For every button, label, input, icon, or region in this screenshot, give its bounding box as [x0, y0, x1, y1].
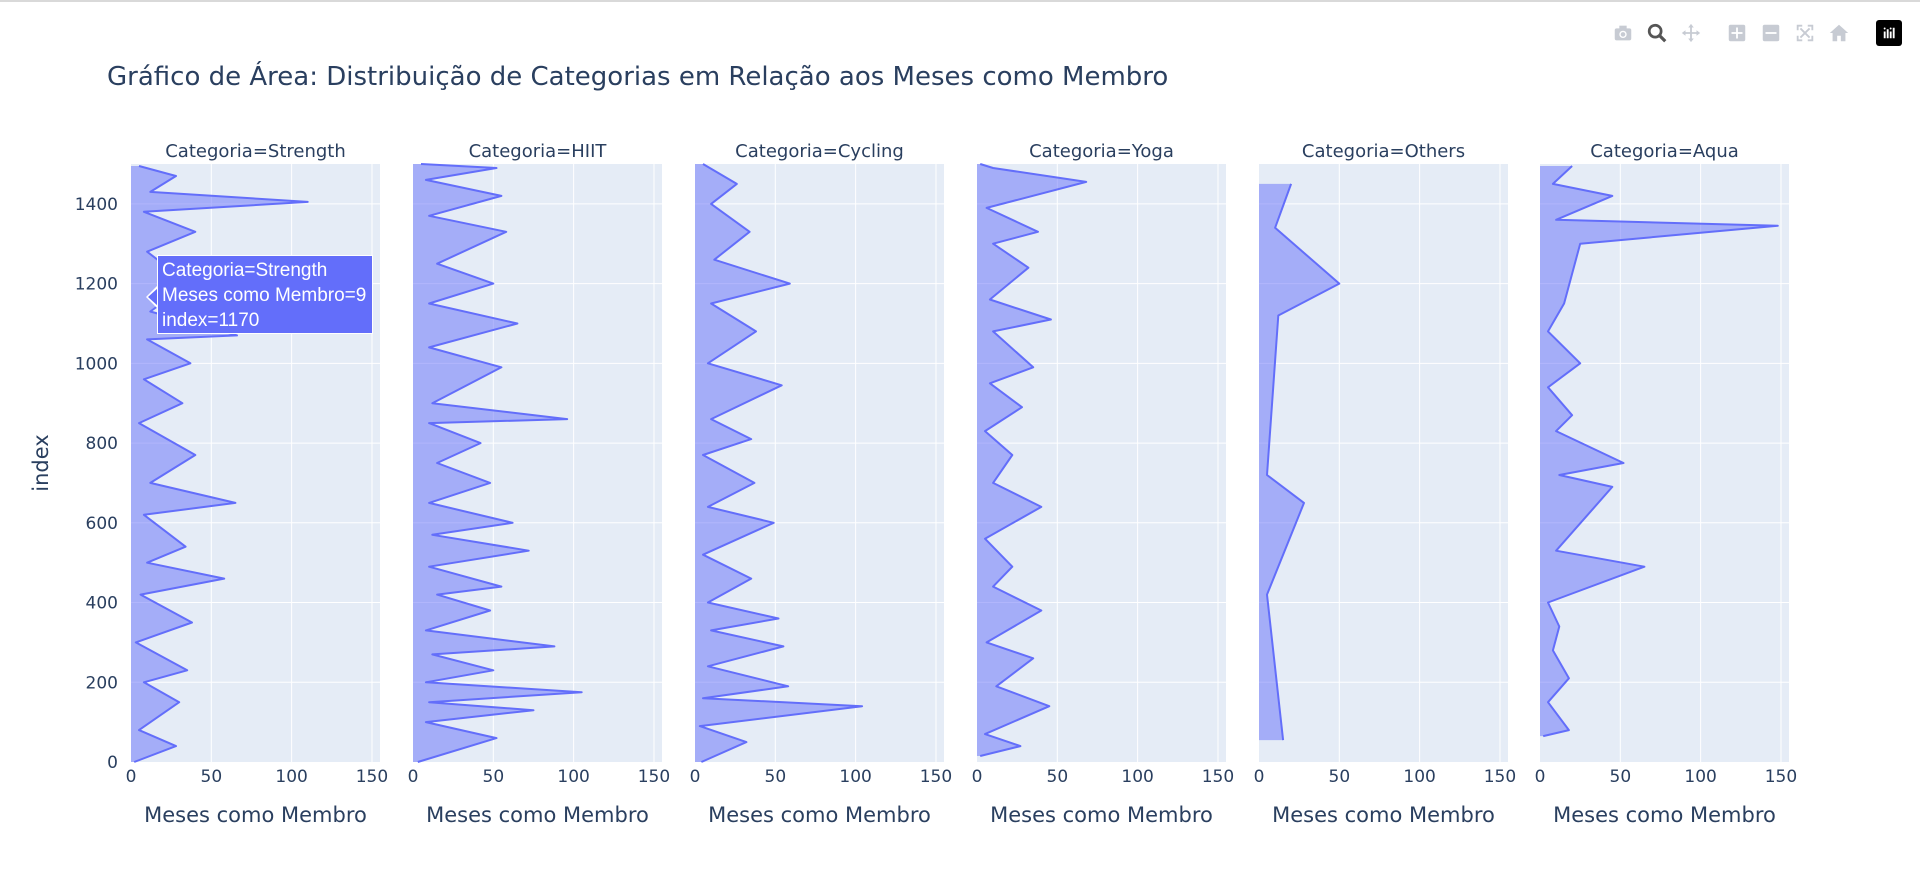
panel-title: Categoria=HIIT [469, 141, 608, 162]
x-tick-label: 50 [765, 767, 787, 787]
y-tick-label: 0 [107, 753, 118, 773]
camera-icon[interactable] [1608, 18, 1638, 48]
panel-title: Categoria=Cycling [735, 141, 904, 162]
x-tick-label: 0 [126, 767, 137, 787]
x-tick-label: 100 [1684, 767, 1716, 787]
area-line [1266, 183, 1341, 741]
chart-title: Gráfico de Área: Distribuição de Categor… [107, 62, 1169, 92]
x-tick-label: 0 [690, 767, 701, 787]
y-tick-label: 1200 [75, 275, 118, 295]
y-tick-label: 400 [86, 594, 118, 614]
x-tick-label: 150 [1202, 767, 1234, 787]
area-line [133, 165, 309, 763]
hover-tooltip: Categoria=Strength Meses como Membro=9 i… [157, 255, 373, 334]
y-tick-label: 1400 [75, 195, 118, 215]
zoom-out-icon[interactable] [1756, 18, 1786, 48]
area-fill [695, 164, 863, 762]
x-tick-label: 100 [1403, 767, 1435, 787]
x-tick-label: 150 [1484, 767, 1516, 787]
home-icon[interactable] [1824, 18, 1854, 48]
tooltip-arrow-fill [148, 288, 158, 306]
tooltip-line-index: index=1170 [162, 310, 260, 331]
x-tick-label: 100 [275, 767, 307, 787]
area-line [417, 163, 583, 763]
x-tick-label: 0 [1254, 767, 1265, 787]
pan-icon[interactable] [1676, 18, 1706, 48]
zoom-icon[interactable] [1642, 18, 1672, 48]
x-axis-title: Meses como Membro [708, 803, 931, 827]
y-tick-label: 800 [86, 434, 118, 454]
area-fill [1259, 183, 1340, 741]
x-tick-label: 100 [839, 767, 871, 787]
panel-title: Categoria=Aqua [1590, 141, 1739, 162]
x-axis-title: Meses como Membro [144, 803, 367, 827]
tooltip-line-months: Meses como Membro=9 [162, 285, 367, 306]
plot-background [695, 164, 944, 762]
x-tick-label: 50 [1329, 767, 1351, 787]
zoom-in-icon[interactable] [1722, 18, 1752, 48]
area-line [1542, 165, 1779, 738]
x-tick-label: 0 [408, 767, 419, 787]
x-axis-title: Meses como Membro [1553, 803, 1776, 827]
tooltip-line-category: Categoria=Strength [162, 260, 328, 281]
y-tick-label: 1000 [75, 354, 118, 374]
panel-title: Categoria=Strength [165, 141, 346, 162]
x-axis-title: Meses como Membro [426, 803, 649, 827]
area-fill [413, 164, 582, 762]
area-fill [1540, 165, 1778, 737]
modebar [1608, 18, 1902, 48]
x-tick-label: 50 [1047, 767, 1069, 787]
x-tick-label: 0 [972, 767, 983, 787]
x-tick-label: 0 [1535, 767, 1546, 787]
top-border [0, 0, 1920, 2]
x-tick-label: 150 [920, 767, 952, 787]
x-axis-title: Meses como Membro [990, 803, 1213, 827]
x-tick-label: 100 [557, 767, 589, 787]
x-tick-label: 150 [1765, 767, 1797, 787]
area-fill [977, 164, 1087, 757]
x-tick-label: 150 [356, 767, 388, 787]
y-tick-label: 600 [86, 514, 118, 534]
x-tick-label: 50 [1610, 767, 1632, 787]
area-line [979, 163, 1088, 757]
area-fill [131, 165, 308, 762]
x-tick-label: 150 [638, 767, 670, 787]
x-axis-title: Meses como Membro [1272, 803, 1495, 827]
panel-title: Categoria=Others [1302, 141, 1465, 162]
plotly-logo-icon[interactable] [1876, 20, 1902, 46]
autoscale-icon[interactable] [1790, 18, 1820, 48]
x-tick-label: 100 [1121, 767, 1153, 787]
x-tick-label: 50 [483, 767, 505, 787]
y-axis-title: index [29, 434, 53, 491]
x-tick-label: 50 [201, 767, 223, 787]
y-tick-label: 200 [86, 673, 118, 693]
area-line [698, 163, 864, 763]
panel-title: Categoria=Yoga [1029, 141, 1174, 162]
